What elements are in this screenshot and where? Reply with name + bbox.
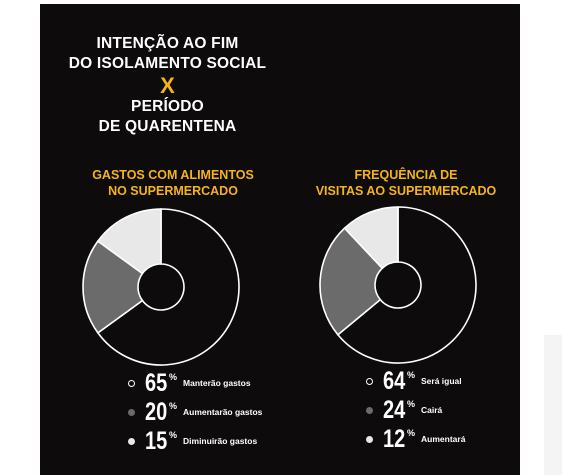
chart-1-slice-2 <box>82 240 144 334</box>
chart-2-title-line-1: FREQUÊNCIA DE <box>354 168 458 182</box>
chart-1-title-line-2: NO SUPERMERCADO <box>108 184 238 198</box>
chart-1-title: GASTOS COM ALIMENTOS NO SUPERMERCADO <box>68 167 278 199</box>
chart-2-legend-item-1: 64% Será igual <box>366 367 462 395</box>
headline-line-2: DO ISOLAMENTO SOCIAL <box>68 55 267 72</box>
chart-1-legend-label-2: Aumentarão gastos <box>183 407 263 417</box>
chart-1-slice-3 <box>96 208 162 275</box>
headline: INTENÇÃO AO FIM DO ISOLAMENTO SOCIAL X P… <box>40 34 295 137</box>
chart-2-legend-label-1: Será igual <box>421 376 462 386</box>
chart-1-legend-percent-sign-1: % <box>169 372 178 382</box>
chart-1-legend-marker-1 <box>128 379 135 387</box>
chart-2-slice-1 <box>336 206 477 364</box>
chart-2-legend-marker-2 <box>366 406 373 414</box>
chart-2-slice-2 <box>319 227 384 336</box>
chart-2-slice-3 <box>343 206 399 270</box>
chart-2-legend-label-2: Cairá <box>421 405 443 415</box>
chart-2-legend-value-1: 64 <box>383 367 406 395</box>
chart-2-legend-marker-1 <box>366 377 373 385</box>
chart-1-legend-percent-sign-3: % <box>169 430 178 440</box>
headline-line-1: INTENÇÃO AO FIM <box>96 35 239 52</box>
chart-1-legend-value-1: 65 <box>145 369 168 397</box>
chart-2-legend-label-3: Aumentará <box>421 434 466 444</box>
chart-1-donut <box>82 208 240 366</box>
chart-2-title: FREQUÊNCIA DE VISITAS AO SUPERMERCADO <box>300 167 512 199</box>
chart-1-legend-percent-sign-2: % <box>169 401 178 411</box>
chart-2-donut <box>319 206 477 364</box>
chart-2-legend-value-2: 24 <box>383 396 406 424</box>
chart-1-legend-item-2: 20% Aumentarão gastos <box>128 398 262 426</box>
chart-2-legend-item-2: 24% Cairá <box>366 396 442 424</box>
chart-1-legend-label-3: Diminuirão gastos <box>183 436 258 446</box>
chart-1-legend-value-2: 20 <box>145 398 168 426</box>
page-edge-shade <box>544 335 562 475</box>
chart-2-title-line-2: VISITAS AO SUPERMERCADO <box>315 184 497 198</box>
headline-line-4: DE QUARENTENA <box>98 118 237 135</box>
chart-1-legend-value-3: 15 <box>145 427 168 455</box>
chart-2-legend-marker-3 <box>366 435 373 443</box>
chart-2-legend-percent-sign-1: % <box>407 370 416 380</box>
chart-1-legend-item-1: 65% Manterão gastos <box>128 369 251 397</box>
headline-line-3: PERÍODO <box>131 98 204 115</box>
chart-1-slice-1 <box>96 208 240 366</box>
chart-2-legend-item-3: 12% Aumentará <box>366 425 465 453</box>
chart-1-title-line-1: GASTOS COM ALIMENTOS <box>92 168 254 182</box>
chart-2-legend-percent-sign-3: % <box>407 428 416 438</box>
versus-mark: X <box>160 73 175 98</box>
chart-2-legend-percent-sign-2: % <box>407 399 416 409</box>
chart-2-legend-value-3: 12 <box>383 425 406 453</box>
infographic-panel: INTENÇÃO AO FIM DO ISOLAMENTO SOCIAL X P… <box>40 4 520 475</box>
chart-1-legend-marker-2 <box>128 408 135 416</box>
chart-1-legend-marker-3 <box>128 437 135 445</box>
chart-1-legend-label-1: Manterão gastos <box>183 378 251 388</box>
chart-1-legend-item-3: 15% Diminuirão gastos <box>128 427 257 455</box>
